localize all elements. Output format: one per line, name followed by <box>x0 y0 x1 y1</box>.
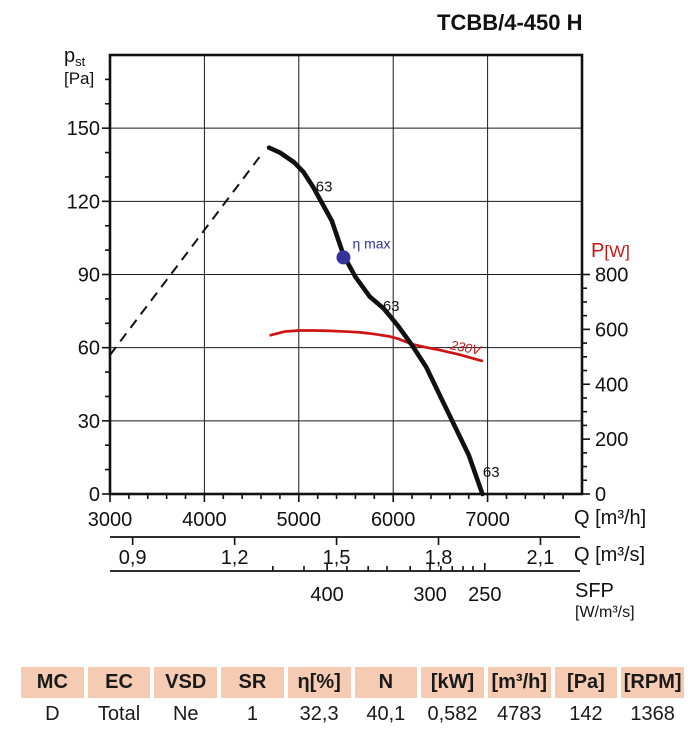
duct-diameter-label-63: 63 <box>383 298 400 315</box>
table-value-cell: 40,1 <box>366 703 406 725</box>
x-tick-label: 3000 <box>88 509 133 531</box>
q-m3s-tick-label: 1,8 <box>425 547 453 569</box>
performance-table-header-row: MC EC VSD SR η[%] N [kW] [m³/h] [Pa] [RPM] <box>21 667 684 698</box>
q-m3s-tick-label: 0,9 <box>119 547 147 569</box>
table-header-cell: SR <box>221 667 284 698</box>
sfp-axis-label-line1: SFP <box>575 580 614 602</box>
q-m3s-tick-label: 1,5 <box>323 547 351 569</box>
table-header-cell: [kW] <box>421 667 484 698</box>
table-value-cell: D <box>45 703 60 725</box>
table-header-cell: VSD <box>154 667 218 698</box>
voltage-label-230v: 230V <box>448 337 483 358</box>
sfp-tick-label: 300 <box>413 584 446 606</box>
table-value-cell: 32,3 <box>299 703 339 725</box>
table-value-cell: Total <box>97 703 141 725</box>
pst-axis-symbol: pst <box>64 45 86 70</box>
table-header-cell: EC <box>87 667 151 698</box>
y-left-tick-label: 150 <box>67 118 100 140</box>
q-m3h-axis-label: Q [m³/h] <box>574 507 647 529</box>
y-right-tick-label: 0 <box>595 484 606 506</box>
y-left-tick-label: 60 <box>78 338 100 360</box>
page-title: TCBB/4-450 H <box>437 10 583 35</box>
x-tick-label: 4000 <box>182 509 227 531</box>
duct-diameter-label-63: 63 <box>483 464 500 481</box>
y-right-tick-label: 800 <box>595 265 628 287</box>
system-resistance-dashed-line <box>109 154 262 356</box>
table-header-cell: η[%] <box>287 667 351 698</box>
sfp-tick-label: 250 <box>468 584 501 606</box>
y-right-tick-label: 200 <box>595 429 628 451</box>
eta-max-label: η max <box>352 235 390 251</box>
pst-axis-title: pst [Pa] <box>64 46 94 88</box>
table-value-cell: 1368 <box>630 703 675 725</box>
y-right-tick-label: 400 <box>595 374 628 396</box>
table-value-cell: 0,582 <box>427 703 478 725</box>
power-curve-230v <box>269 329 484 363</box>
sfp-axis-label-line2: [W/m³/s] <box>575 604 635 621</box>
table-header-cell: N <box>354 667 418 698</box>
fan-pressure-curve <box>266 145 485 497</box>
performance-table-value-row: D Total Ne 1 32,3 40,1 0,582 4783 142 1368 <box>21 698 684 730</box>
fan-performance-chart: 0 30 60 90 120 150 3000 4000 5000 6000 7000 0 200 400… <box>67 53 628 606</box>
table-value-cell: 1 <box>246 703 258 725</box>
performance-table: MC EC VSD SR η[%] N [kW] [m³/h] [Pa] [RPM] D Total… <box>21 667 684 730</box>
sfp-tick-label: 400 <box>310 584 343 606</box>
sfp-axis-label: SFP [W/m³/s] <box>575 581 635 621</box>
table-header-cell: MC <box>21 667 84 698</box>
y-right-tick-label: 600 <box>595 319 628 341</box>
x-tick-label: 7000 <box>465 509 510 531</box>
q-m3s-axis-label: Q [m³/s] <box>574 544 646 566</box>
table-header-cell: [Pa] <box>554 667 618 698</box>
duct-diameter-label-63: 63 <box>316 179 333 196</box>
table-value-cell: Ne <box>172 703 199 725</box>
table-header-cell: [RPM] <box>621 667 684 698</box>
pst-axis-unit: [Pa] <box>64 68 95 88</box>
table-value-cell: 4783 <box>496 703 542 725</box>
y-left-tick-label: 30 <box>78 411 100 433</box>
table-value-cell: 142 <box>569 703 603 725</box>
y-left-tick-label: 120 <box>67 191 100 213</box>
y-left-tick-label: 0 <box>89 484 100 506</box>
x-tick-label: 5000 <box>277 509 322 531</box>
q-m3s-tick-label: 2,1 <box>527 547 555 569</box>
eta-max-marker <box>336 250 351 265</box>
table-header-cell: [m³/h] <box>487 667 551 698</box>
q-m3s-tick-label: 1,2 <box>221 547 249 569</box>
y-left-tick-label: 90 <box>78 265 100 287</box>
x-tick-label: 6000 <box>371 509 416 531</box>
power-axis-title: P[W] <box>591 240 630 262</box>
